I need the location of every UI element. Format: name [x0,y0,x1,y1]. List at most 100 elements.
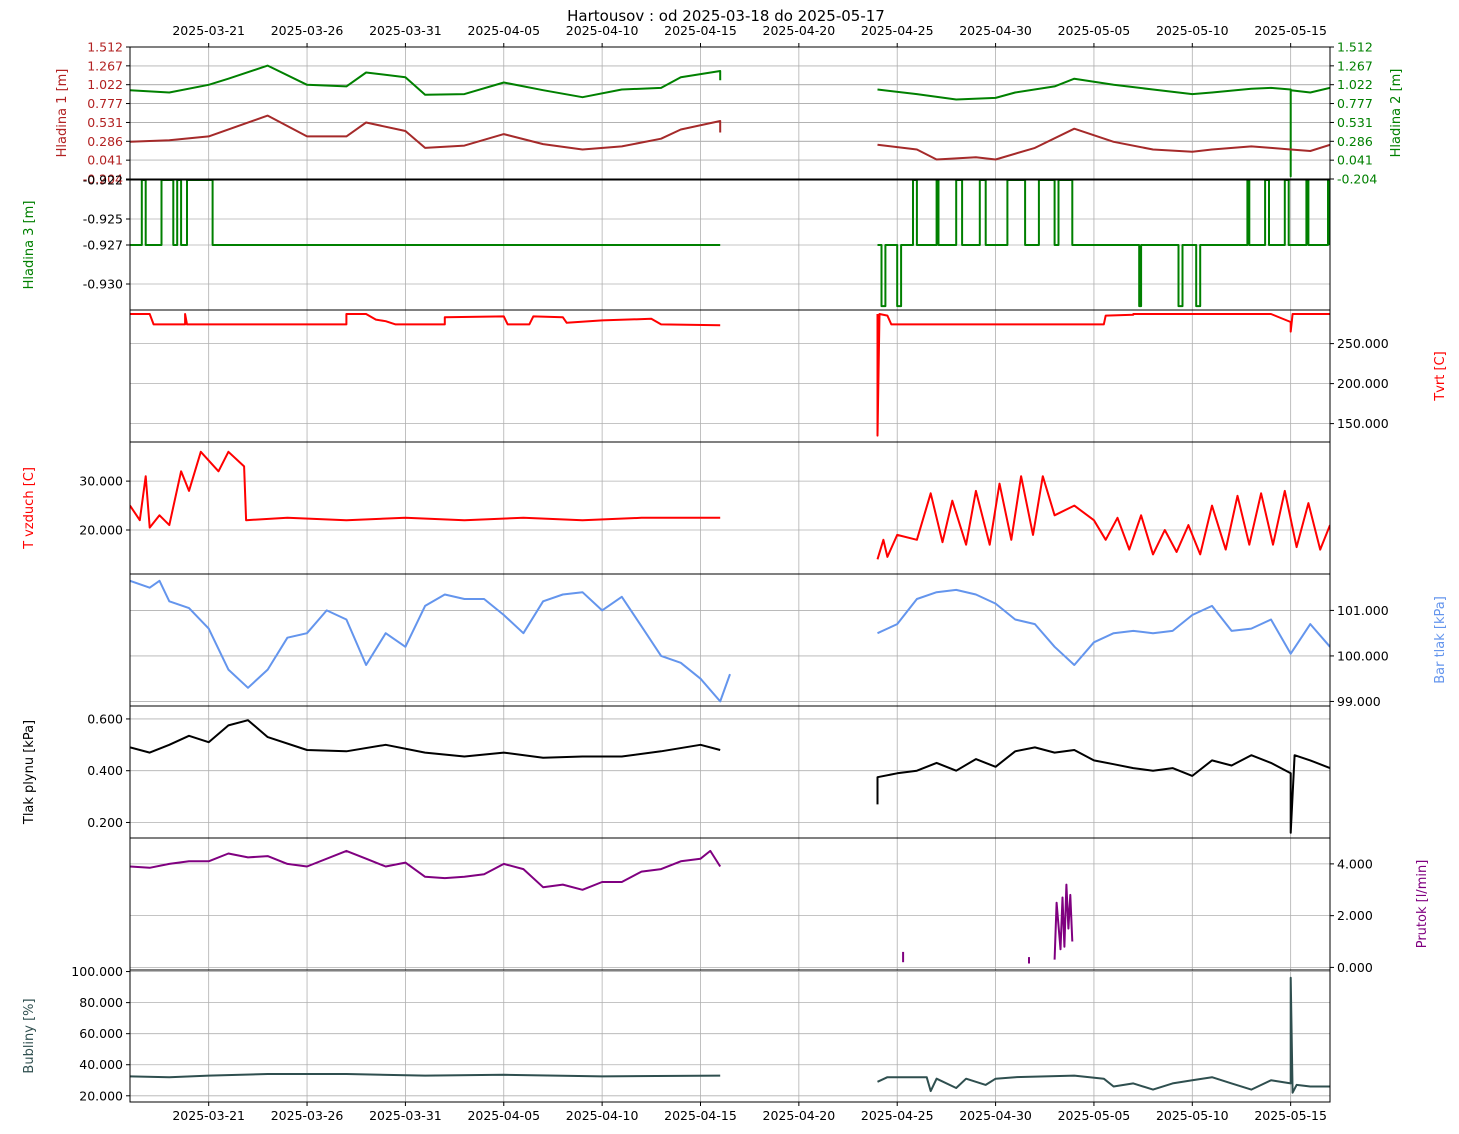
y-tick-label-right: 150.000 [1337,416,1389,431]
top-tick-label: 2025-04-10 [566,23,639,38]
y-tick-label-left: -0.922 [83,173,123,188]
panel-p4: 30.000 20.000 T vzduch [C] [22,441,1331,575]
bottom-tick-label: 2025-03-21 [172,1108,245,1123]
top-tick-label: 2025-03-31 [369,23,442,38]
y-tick-label-right: 0.000 [1337,960,1373,975]
y-axis-label-left: Hladina 1 [m] [55,69,70,158]
series-line [877,180,1330,308]
bottom-tick-label: 2025-03-31 [369,1108,442,1123]
panel-p1: 1.512 1.267 1.022 0.777 0.531 0.286 0.041 -0.20… [55,40,1404,187]
top-tick-label: 2025-05-15 [1254,23,1327,38]
panel-frame [129,46,1331,180]
panels: 1.512 1.267 1.022 0.777 0.531 0.286 0.041 -0.20… [22,40,1448,1104]
y-axis-label-right: Prutok [l/min] [1415,860,1430,949]
y-tick-label-left: 100.000 [71,964,123,979]
top-tick-label: 2025-05-05 [1058,23,1131,38]
top-date-axis: 2025-03-21 2025-03-26 2025-03-31 2025-04-05… [172,23,1327,47]
series-line [877,588,1330,666]
panel-p6: 0.600 0.400 0.200 Tlak plynu [kPa] [22,705,1331,839]
series-line [876,475,1330,560]
y-tick-label-right: 0.286 [1337,134,1373,149]
y-axis-label-right: Bar tlak [kPa] [1433,596,1448,684]
y-tick-label-left: 0.286 [87,134,123,149]
y-tick-label-left: -0.204 [83,172,123,187]
y-tick-label-right: 99.000 [1337,694,1381,709]
top-tick-label: 2025-04-30 [959,23,1032,38]
top-tick-label: 2025-04-20 [763,23,836,38]
series-line [130,719,721,759]
y-tick-label-right: 101.000 [1337,603,1389,618]
top-tick-label: 2025-04-15 [664,23,737,38]
series-line [130,1073,721,1079]
y-tick-label-left: 0.041 [87,153,123,168]
y-axis-label-right: Tvrt [C] [1433,351,1448,401]
series-line [130,64,722,99]
y-tick-label-left: -0.927 [83,238,123,253]
y-tick-label-left: 0.777 [87,96,123,111]
top-tick-label: 2025-04-05 [467,23,540,38]
series-line [877,127,1330,161]
top-tick-label: 2025-03-26 [271,23,344,38]
y-tick-label-right: 2.000 [1337,908,1373,923]
series-line [130,579,731,703]
y-axis-label-left: Tlak plynu [kPa] [22,720,37,825]
y-tick-label-right: 1.022 [1337,77,1373,92]
y-tick-label-right: 1.512 [1337,40,1373,55]
bottom-tick-label: 2025-03-26 [271,1108,344,1123]
y-tick-label-right: 250.000 [1337,336,1389,351]
series-line [1053,883,1074,960]
y-tick-label-left: 1.022 [87,77,123,92]
bottom-tick-label: 2025-04-20 [763,1108,836,1123]
y-tick-label-left: 40.000 [79,1057,123,1072]
series-line [130,313,721,327]
bottom-date-axis: 2025-03-21 2025-03-26 2025-03-31 2025-04-05… [172,1102,1327,1123]
y-tick-label-left: 20.000 [79,523,123,538]
bottom-tick-label: 2025-04-30 [959,1108,1032,1123]
top-tick-label: 2025-04-25 [861,23,934,38]
bottom-tick-label: 2025-05-05 [1058,1108,1131,1123]
panel-frame [129,969,1331,1103]
series-line [130,114,722,151]
y-axis-label-left: T vzduch [C] [22,467,37,550]
y-tick-label-left: 1.267 [87,58,123,73]
y-tick-label-left: 20.000 [79,1088,123,1103]
series-line [130,450,721,529]
series-line [130,180,721,246]
y-tick-label-left: 0.531 [87,115,123,130]
series-line [130,849,722,891]
bottom-tick-label: 2025-05-15 [1254,1108,1327,1123]
series-line [877,77,1330,178]
y-axis-label-left: Hladina 3 [m] [22,201,37,290]
bottom-tick-label: 2025-04-15 [664,1108,737,1123]
y-tick-label-right: 4.000 [1337,856,1373,871]
y-tick-label-left: 30.000 [79,474,123,489]
y-tick-label-left: 80.000 [79,995,123,1010]
y-tick-label-right: -0.204 [1337,172,1377,187]
y-tick-label-right: 100.000 [1337,648,1389,663]
y-tick-label-left: -0.925 [83,212,123,227]
bottom-tick-label: 2025-04-05 [467,1108,540,1123]
y-tick-label-right: 0.041 [1337,153,1373,168]
y-tick-label-left: 0.200 [87,815,123,830]
series-line [876,313,1330,437]
y-tick-label-left: -0.930 [83,277,123,292]
bottom-tick-label: 2025-04-25 [861,1108,934,1123]
bottom-tick-label: 2025-05-10 [1156,1108,1229,1123]
y-tick-label-left: 0.400 [87,763,123,778]
top-tick-label: 2025-05-10 [1156,23,1229,38]
y-tick-label-left: 0.600 [87,711,123,726]
y-axis-label-left: Bubliny [%] [22,998,37,1073]
y-tick-label-right: 200.000 [1337,376,1389,391]
bottom-tick-label: 2025-04-10 [566,1108,639,1123]
y-tick-label-left: 60.000 [79,1026,123,1041]
y-tick-label-right: 0.777 [1337,96,1373,111]
y-tick-label-right: 0.531 [1337,115,1373,130]
y-tick-label-right: 1.267 [1337,58,1373,73]
panel-p8: 100.000 80.000 60.000 40.000 20.000 Bubliny [… [22,964,1331,1103]
panel-p7: 4.000 2.000 0.000 Prutok [l/min] [129,837,1430,975]
top-tick-label: 2025-03-21 [172,23,245,38]
series-line [876,746,1330,834]
y-axis-label-right: Hladina 2 [m] [1389,69,1404,158]
